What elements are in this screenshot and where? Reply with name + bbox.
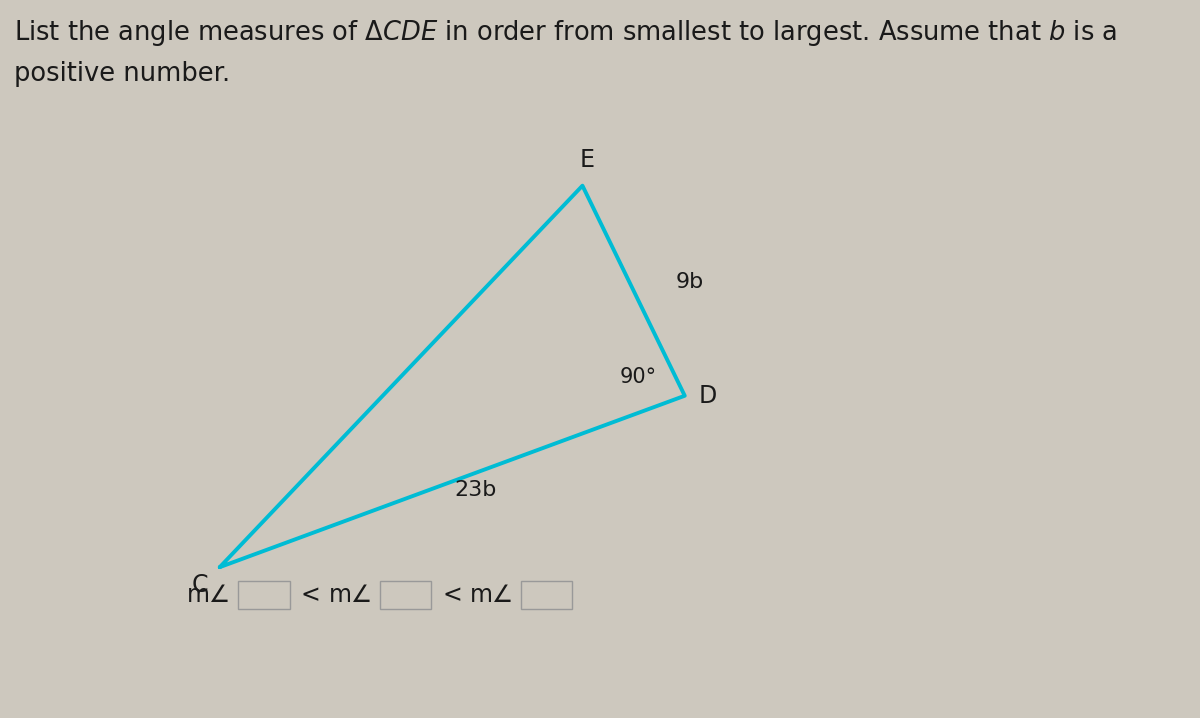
- Text: List the angle measures of $\mathit{\Delta CDE}$ in order from smallest to large: List the angle measures of $\mathit{\Del…: [14, 18, 1117, 48]
- Text: m∠: m∠: [329, 583, 373, 607]
- Bar: [379, 581, 431, 609]
- Bar: [521, 581, 572, 609]
- Text: <: <: [442, 583, 462, 607]
- Bar: [239, 581, 289, 609]
- Text: <: <: [301, 583, 320, 607]
- Text: 9b: 9b: [676, 272, 703, 292]
- Text: m∠: m∠: [187, 583, 232, 607]
- Text: E: E: [580, 148, 595, 172]
- Text: positive number.: positive number.: [14, 61, 230, 87]
- Text: D: D: [698, 383, 716, 408]
- Text: 90°: 90°: [619, 368, 656, 388]
- Text: 23b: 23b: [455, 480, 497, 500]
- Text: C: C: [192, 573, 209, 597]
- Text: m∠: m∠: [470, 583, 514, 607]
